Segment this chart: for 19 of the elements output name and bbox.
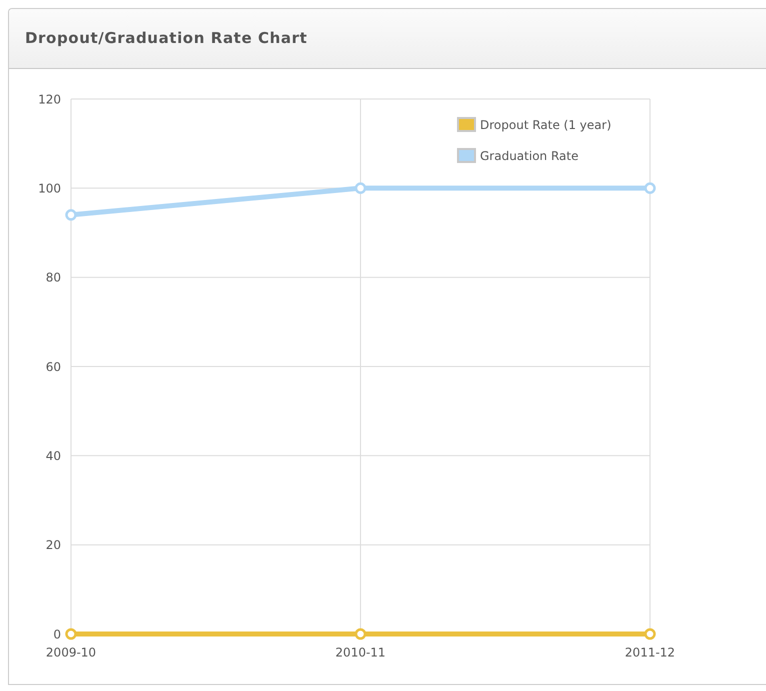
x-tick-label: 2009-10 (46, 646, 96, 660)
point (65, 209, 77, 221)
y-tick-label: 80 (46, 270, 61, 285)
y-tick-label: 100 (38, 181, 61, 196)
y-tick-label: 120 (38, 92, 61, 106)
y-tick-label: 0 (53, 627, 61, 642)
point (65, 628, 77, 640)
point (354, 628, 366, 640)
y-tick-label: 60 (46, 360, 61, 374)
legend-label: Graduation Rate (480, 148, 578, 162)
point (644, 628, 656, 640)
x-tick-label: 2011-12 (624, 646, 676, 660)
point (354, 182, 366, 194)
legend-label: Dropout Rate (1 year) (480, 118, 612, 132)
point (644, 182, 656, 194)
chart-title: Dropout/Graduation Rate Chart (9, 9, 766, 69)
y-tick-label: 40 (46, 448, 61, 463)
x-tick-label: 2010-11 (335, 646, 386, 660)
y-tick-label: 20 (46, 538, 61, 552)
